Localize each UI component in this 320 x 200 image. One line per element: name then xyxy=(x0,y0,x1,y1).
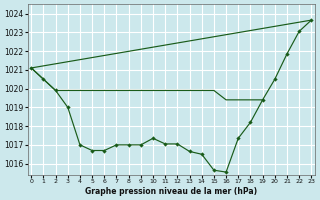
X-axis label: Graphe pression niveau de la mer (hPa): Graphe pression niveau de la mer (hPa) xyxy=(85,187,257,196)
